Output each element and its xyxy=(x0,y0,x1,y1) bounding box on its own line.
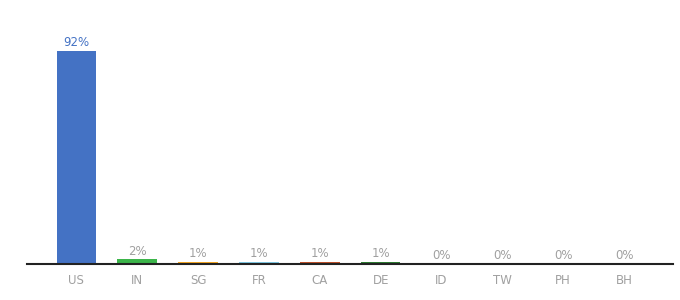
Text: 0%: 0% xyxy=(554,249,573,262)
Text: 1%: 1% xyxy=(189,247,207,260)
Text: 0%: 0% xyxy=(432,249,451,262)
Text: 2%: 2% xyxy=(128,244,146,257)
Text: 92%: 92% xyxy=(63,36,89,49)
Text: 1%: 1% xyxy=(311,247,329,260)
Bar xyxy=(361,262,401,264)
Bar xyxy=(239,262,279,264)
Text: 1%: 1% xyxy=(250,247,268,260)
Text: 0%: 0% xyxy=(615,249,633,262)
Bar xyxy=(118,260,157,264)
Bar xyxy=(178,262,218,264)
Text: 0%: 0% xyxy=(493,249,511,262)
Text: 1%: 1% xyxy=(371,247,390,260)
Bar xyxy=(300,262,339,264)
Bar xyxy=(56,51,96,264)
